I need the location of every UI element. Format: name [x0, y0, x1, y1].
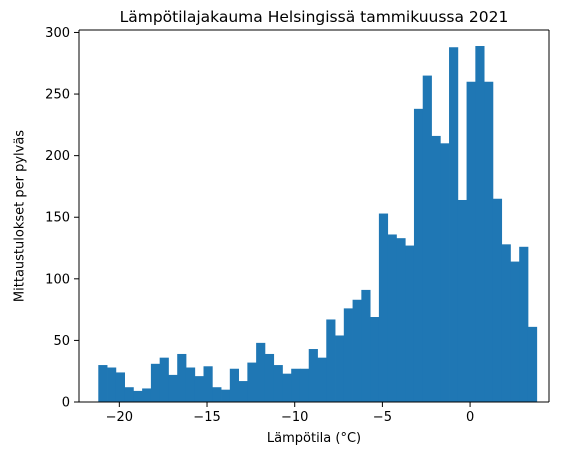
histogram-bar	[422, 75, 432, 402]
histogram-bar	[361, 289, 371, 402]
histogram-bar	[115, 372, 125, 402]
y-tick-label: 0	[62, 396, 70, 411]
histogram-bar	[484, 81, 494, 403]
histogram-bar	[264, 353, 275, 402]
histogram-bar	[159, 357, 169, 402]
histogram-bar	[229, 368, 239, 402]
x-tick-label: −15	[193, 410, 220, 425]
histogram-bar	[273, 365, 283, 402]
histogram-bar	[440, 143, 450, 402]
histogram-bar	[203, 366, 213, 402]
y-tick-label: 250	[45, 88, 70, 103]
histogram-bar	[431, 135, 441, 402]
histogram-bar	[256, 342, 266, 402]
x-tick-label: −5	[373, 410, 392, 425]
histogram-bar	[396, 238, 406, 402]
x-tick-label: −20	[106, 410, 133, 425]
y-ticks: 0 50 100 150 200 250 300	[45, 26, 79, 411]
histogram-bar	[142, 388, 152, 402]
histogram-bar	[475, 46, 485, 402]
histogram-bar	[299, 368, 310, 402]
histogram-bar	[212, 387, 222, 402]
histogram-bar	[185, 367, 196, 402]
histogram-bar	[449, 47, 459, 402]
histogram-bar	[150, 363, 161, 402]
histogram-bar	[466, 81, 476, 403]
x-tick-label: −10	[281, 410, 308, 425]
y-tick-label: 200	[45, 149, 70, 164]
histogram-bar	[387, 234, 397, 402]
histogram-bar	[492, 198, 503, 402]
histogram-bar	[133, 390, 143, 402]
histogram-bar	[335, 335, 345, 402]
histogram-bar	[457, 199, 467, 402]
chart-title: Lämpötilajakauma Helsingissä tammikuussa…	[120, 8, 509, 26]
histogram-bar	[308, 349, 318, 402]
histogram-bar	[326, 319, 336, 402]
histogram-bar	[405, 245, 415, 402]
histogram-bar	[317, 357, 327, 402]
y-tick-label: 150	[45, 211, 70, 226]
histogram-bar	[221, 389, 231, 402]
histogram-bar	[501, 244, 511, 402]
histogram-bar	[343, 308, 353, 402]
histogram-bar	[177, 353, 187, 402]
histogram-bar	[124, 387, 134, 402]
histogram-bar	[107, 367, 117, 402]
histogram-bar	[247, 362, 257, 402]
x-tick-label: 0	[466, 410, 474, 425]
x-axis-label: Lämpötila (°C)	[267, 431, 361, 446]
histogram-bar	[352, 299, 362, 402]
y-axis-label: Mittaustulokset per pylväs	[13, 130, 28, 302]
histogram-bar	[413, 108, 424, 402]
histogram-bar	[378, 213, 389, 402]
y-tick-label: 100	[45, 272, 70, 287]
histogram-bar	[282, 373, 292, 402]
histogram-bar	[527, 326, 538, 402]
histogram-bar	[238, 381, 248, 402]
x-ticks: −20 −15 −10 −5 0	[106, 402, 474, 425]
histogram-bar	[370, 317, 380, 402]
histogram-bar	[519, 246, 529, 402]
y-tick-label: 50	[53, 334, 70, 349]
y-tick-label: 300	[45, 26, 70, 41]
histogram-bar	[98, 365, 108, 402]
histogram-bar	[510, 261, 520, 402]
histogram-bar	[168, 374, 178, 402]
histogram-bar	[291, 368, 301, 402]
histogram-bar	[194, 376, 204, 402]
bars-group	[98, 46, 538, 403]
